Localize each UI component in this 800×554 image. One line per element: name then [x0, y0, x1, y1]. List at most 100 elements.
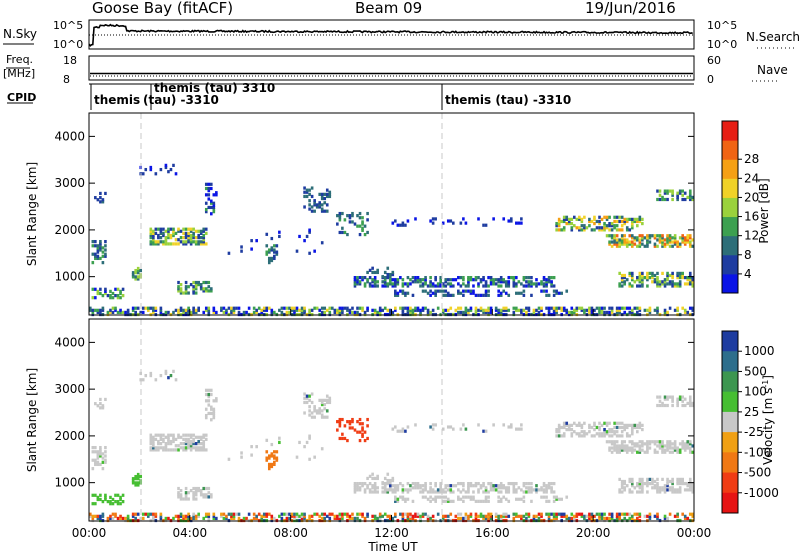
velocity-cell	[613, 448, 616, 452]
velocity-cell	[557, 427, 561, 432]
velocity-cell	[630, 446, 634, 450]
power-cell	[255, 308, 258, 312]
power-cell	[174, 238, 178, 242]
power-cell	[184, 227, 188, 231]
velocity-cell	[192, 516, 195, 521]
velocity-cell	[472, 490, 475, 494]
power-cell	[300, 308, 304, 312]
power-cell	[424, 275, 427, 280]
power-cell	[688, 244, 692, 248]
velocity-cell	[671, 488, 674, 492]
power-cell	[469, 278, 473, 282]
velocity-cell	[464, 516, 468, 521]
velocity-cell	[550, 512, 553, 516]
power-cell	[560, 228, 563, 232]
velocity-cell	[479, 484, 483, 488]
power-cell	[499, 291, 503, 295]
velocity-cell	[101, 467, 105, 471]
power-cell	[426, 310, 430, 315]
power-cell	[267, 258, 271, 263]
power-cell	[169, 236, 173, 240]
power-cell	[406, 284, 410, 288]
velocity-cell	[386, 478, 390, 483]
velocity-cell	[184, 491, 188, 495]
power-cell	[121, 287, 125, 291]
power-cell	[308, 230, 311, 234]
velocity-cell	[474, 516, 478, 521]
power-cell	[462, 278, 465, 282]
power-cell	[676, 284, 679, 288]
velocity-cell	[194, 446, 198, 450]
power-cell	[356, 280, 359, 284]
velocity-cell	[308, 516, 311, 521]
power-cell	[235, 306, 238, 310]
velocity-cell	[139, 474, 143, 479]
power-cell	[396, 278, 400, 282]
colorbar-segment	[722, 472, 738, 494]
freq-unit: [MHz]	[3, 67, 35, 80]
power-cell	[434, 293, 437, 297]
velocity-cell	[595, 512, 599, 516]
power-cell	[373, 280, 377, 284]
velocity-cell	[386, 514, 390, 518]
velocity-cell	[638, 446, 642, 450]
velocity-cell	[615, 450, 619, 454]
power-cell	[457, 310, 460, 315]
power-cell	[663, 282, 667, 286]
velocity-cell	[462, 481, 465, 486]
velocity-cell	[94, 445, 97, 450]
power-cell	[396, 223, 400, 227]
power-cell	[545, 306, 548, 310]
power-cell	[351, 220, 354, 224]
velocity-cell	[391, 488, 395, 492]
power-cell	[265, 244, 269, 248]
power-cell	[260, 308, 264, 312]
velocity-cell	[452, 499, 455, 503]
velocity-cell	[295, 455, 299, 459]
velocity-cell	[517, 486, 521, 490]
power-cell	[580, 217, 584, 221]
velocity-cell	[199, 437, 203, 442]
velocity-cell	[489, 514, 493, 518]
power-cell	[630, 242, 634, 246]
velocity-cell	[134, 481, 137, 485]
power-cell	[409, 282, 412, 286]
power-cell	[525, 310, 528, 315]
velocity-cell	[194, 497, 198, 501]
power-cell	[212, 193, 216, 197]
power-cell	[522, 275, 526, 280]
power-cell	[373, 284, 377, 288]
power-cell	[567, 221, 571, 226]
velocity-cell	[267, 456, 271, 460]
power-cell	[658, 234, 662, 238]
velocity-cell	[386, 481, 390, 486]
power-cell	[154, 227, 158, 231]
power-cell	[177, 308, 180, 312]
velocity-cell	[94, 450, 97, 454]
power-cell	[436, 306, 440, 310]
power-cell	[648, 275, 652, 280]
power-cell	[489, 282, 493, 286]
velocity-cell	[184, 497, 188, 501]
power-cell	[673, 308, 677, 312]
power-cell	[598, 221, 601, 226]
velocity-cell	[89, 512, 92, 516]
velocity-cell	[174, 437, 178, 442]
power-cell	[668, 234, 672, 238]
power-cell	[255, 310, 258, 315]
power-cell	[328, 190, 332, 194]
power-cell	[605, 215, 609, 219]
velocity-cell	[661, 403, 664, 408]
power-cell	[104, 239, 107, 244]
velocity-cell	[91, 458, 95, 462]
velocity-cell	[290, 512, 294, 516]
power-cell	[499, 280, 503, 284]
velocity-cell	[658, 442, 662, 446]
velocity-cell	[388, 478, 392, 483]
power-cell	[628, 271, 632, 275]
power-cell	[671, 280, 674, 284]
velocity-cell	[666, 395, 669, 399]
power-cell	[192, 285, 195, 289]
power-cell	[152, 238, 155, 242]
power-cell	[620, 280, 624, 284]
